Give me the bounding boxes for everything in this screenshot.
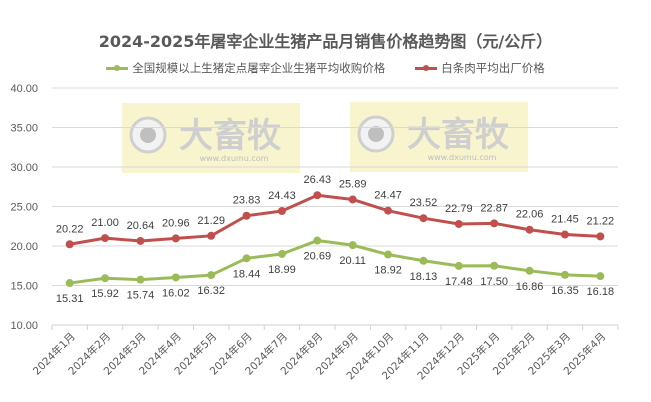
data-point	[454, 261, 463, 270]
data-point	[207, 271, 216, 280]
data-point	[242, 254, 251, 263]
data-label: 18.13	[410, 271, 438, 283]
data-point	[277, 207, 286, 216]
data-point	[560, 270, 569, 279]
data-point	[313, 236, 322, 245]
data-label: 21.29	[197, 215, 225, 227]
data-label: 22.87	[480, 202, 508, 214]
legend-swatch-red	[415, 64, 438, 71]
data-label: 20.11	[339, 255, 366, 267]
y-tick-label: 20.00	[10, 241, 38, 253]
data-label: 24.47	[374, 190, 402, 202]
data-point	[277, 249, 286, 258]
data-point	[525, 266, 534, 275]
data-label: 23.52	[410, 197, 438, 209]
watermark-url: www.dxumu.com	[200, 154, 269, 163]
data-label: 20.96	[162, 217, 190, 229]
data-point	[419, 214, 428, 223]
data-point	[207, 231, 216, 240]
data-point	[171, 273, 180, 282]
watermark-url: www.dxumu.com	[428, 153, 497, 162]
data-point	[101, 234, 110, 243]
data-label: 21.22	[587, 215, 615, 227]
data-label: 15.92	[91, 288, 119, 300]
data-point	[384, 206, 393, 215]
data-label: 22.79	[445, 203, 473, 215]
data-label: 16.32	[197, 285, 225, 297]
y-tick-label: 10.00	[10, 320, 38, 332]
data-label: 20.69	[304, 251, 332, 263]
series-line	[69, 193, 601, 246]
data-label: 20.64	[127, 220, 155, 232]
data-label: 16.86	[516, 281, 544, 293]
data-label: 16.35	[551, 285, 579, 297]
data-label: 21.00	[91, 217, 119, 229]
chart-title: 2024-2025年屠宰企业生猪产品月销售价格趋势图（元/公斤）	[98, 32, 553, 51]
data-point	[348, 241, 357, 250]
data-label: 17.50	[480, 276, 508, 288]
y-tick-label: 25.00	[10, 202, 38, 214]
data-label: 15.31	[56, 293, 84, 305]
y-tick-label: 30.00	[10, 162, 38, 174]
data-label: 16.18	[587, 286, 615, 298]
data-label: 24.43	[268, 190, 296, 202]
chart-legend: 全国规模以上生猪定点屠宰企业生猪平均收购价格 白条肉平均出厂价格	[0, 60, 651, 76]
data-point	[525, 225, 534, 234]
data-label: 18.99	[268, 264, 296, 276]
data-point	[384, 250, 393, 259]
data-point	[560, 230, 569, 239]
data-point	[596, 272, 605, 281]
data-label: 25.89	[339, 178, 367, 190]
watermark-eye-pupil	[140, 127, 156, 143]
data-point	[454, 219, 463, 228]
data-point	[313, 191, 322, 200]
data-point	[348, 195, 357, 204]
y-tick-label: 35.00	[10, 123, 38, 135]
legend-label: 白条肉平均出厂价格	[441, 61, 545, 75]
data-label: 21.45	[551, 214, 579, 226]
data-point	[171, 234, 180, 243]
watermark-brand: 大畜牧	[407, 115, 510, 155]
data-point	[101, 274, 110, 283]
data-point	[596, 232, 605, 241]
series-line	[69, 239, 601, 285]
data-point	[136, 236, 145, 245]
data-label: 26.43	[304, 174, 332, 186]
data-label: 23.83	[233, 195, 261, 207]
data-point	[419, 256, 428, 265]
data-label: 17.48	[445, 276, 473, 288]
data-label: 16.02	[162, 287, 190, 299]
legend-swatch-green	[106, 64, 129, 71]
data-point	[65, 279, 74, 288]
legend-label: 全国规模以上生猪定点屠宰企业生猪平均收购价格	[132, 61, 386, 75]
watermark-brand: 大畜牧	[179, 116, 282, 156]
data-label: 18.92	[374, 265, 402, 277]
y-tick-label: 15.00	[10, 281, 38, 293]
data-point	[490, 261, 499, 270]
data-label: 18.44	[233, 268, 261, 280]
legend-item-purchase-price: 全国规模以上生猪定点屠宰企业生猪平均收购价格	[106, 60, 385, 76]
legend-item-carcass-price: 白条肉平均出厂价格	[415, 60, 545, 76]
data-label: 22.06	[516, 209, 544, 221]
y-tick-label: 40.00	[10, 83, 38, 95]
data-point	[136, 275, 145, 284]
data-label: 15.74	[127, 290, 155, 302]
data-label: 20.22	[56, 223, 84, 235]
watermark-eye-pupil	[368, 126, 384, 142]
data-point	[65, 240, 74, 249]
data-point	[242, 211, 251, 220]
data-point	[490, 219, 499, 228]
